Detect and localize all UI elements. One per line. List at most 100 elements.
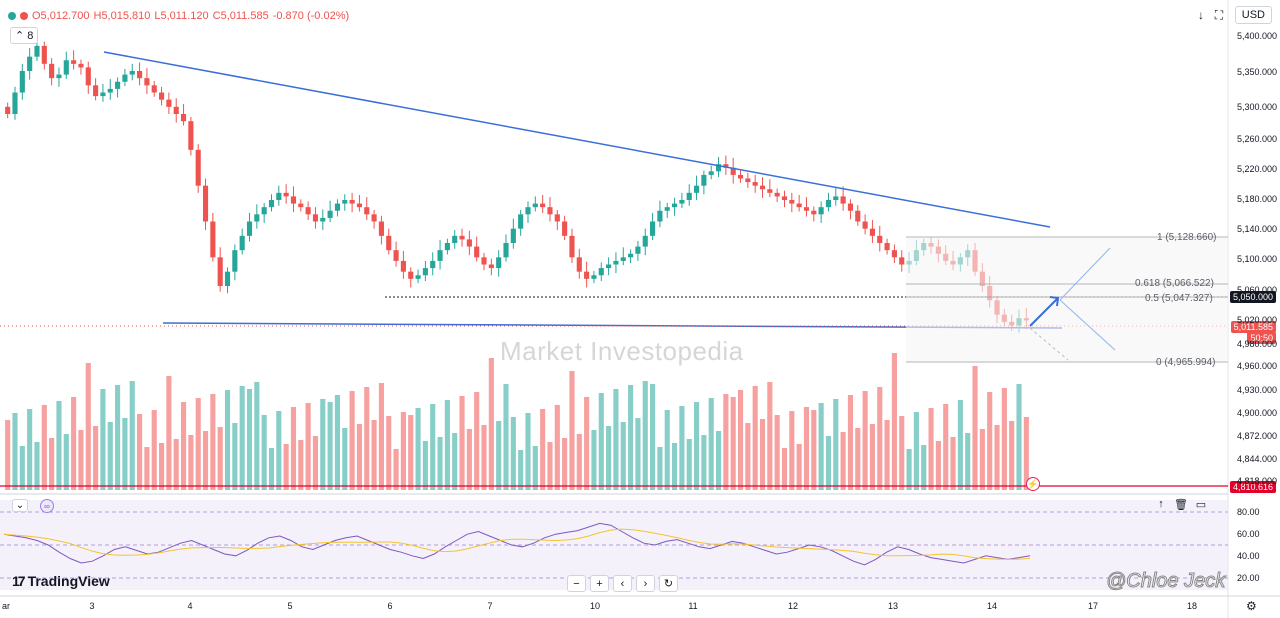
candle-body (19, 71, 25, 93)
volume-bar (767, 382, 773, 490)
candle-body (745, 178, 751, 183)
scroll-left-button[interactable]: ‹ (613, 575, 632, 592)
volume-bar (115, 385, 121, 490)
volume-bar (752, 386, 758, 490)
candle-body (107, 88, 113, 93)
volume-bar (12, 413, 18, 490)
rsi-settings-icon[interactable]: ∞ (40, 499, 54, 513)
volume-bar (935, 441, 941, 490)
price-tick-label: 5,060.000 (1237, 285, 1278, 295)
candle-body (488, 264, 494, 269)
candle-body (400, 260, 406, 272)
gear-icon[interactable]: ⚙ (1246, 599, 1257, 613)
candle-body (811, 210, 817, 215)
candle-body (356, 203, 363, 208)
candle-body (100, 92, 106, 97)
chevron-down-icon[interactable]: ⌄ (12, 499, 28, 512)
candle-body (737, 174, 744, 179)
price-tick-label: 4,818.000 (1237, 476, 1278, 486)
volume-bar (1016, 384, 1022, 490)
currency-selector[interactable]: USD (1234, 6, 1272, 24)
price-tick-label: 5,260.000 (1237, 134, 1278, 144)
volume-bar (547, 442, 553, 490)
candle-body (210, 221, 216, 258)
candle-body (503, 243, 509, 258)
candle-body (628, 253, 634, 258)
price-tick-label: 4,980.000 (1237, 339, 1278, 349)
volume-bar (620, 422, 626, 490)
volume-bar (1009, 421, 1015, 490)
zoom-in-button[interactable]: + (590, 575, 609, 592)
time-tick-label: 18 (1186, 601, 1198, 611)
indicators-toggle[interactable]: ⌃ 8 (10, 27, 39, 44)
time-tick-label: 6 (387, 601, 393, 611)
volume-bar (965, 433, 971, 490)
candle-body (254, 214, 260, 222)
volume-bar (759, 419, 766, 490)
volume-bar (642, 381, 648, 490)
candle-body (818, 207, 824, 215)
volume-bar (825, 436, 832, 490)
volume-bar (378, 383, 384, 490)
volume-bar (452, 433, 458, 490)
volume-bar (129, 381, 135, 490)
price-tick-label: 4,872.000 (1237, 431, 1278, 441)
volume-bar (459, 396, 465, 490)
price-tick-label: 5,220.000 (1237, 164, 1278, 174)
time-tick-label: 3 (89, 601, 95, 611)
volume-bar (606, 426, 612, 490)
volume-bar (518, 450, 524, 490)
author-credit: @Chloe Jeck (1105, 570, 1226, 593)
volume-bar (202, 431, 209, 490)
volume-bar (78, 430, 84, 490)
candle-body (246, 221, 253, 236)
fib-level-0618: 0.618 (5,066.522) (1135, 278, 1214, 289)
volume-bar (93, 426, 99, 490)
arrow-up-icon[interactable]: ↑ (1158, 498, 1164, 510)
volume-bar (628, 385, 634, 490)
time-tick-label: 11 (688, 601, 698, 611)
candle-body (701, 174, 707, 186)
volume-bar (803, 407, 810, 490)
price-tick-label: 4,900.000 (1237, 408, 1278, 418)
maximize-icon[interactable]: ▭ (1195, 499, 1207, 511)
fib-box (906, 237, 1228, 362)
candle-body (657, 210, 663, 222)
candle-body (283, 192, 289, 197)
candle-body (554, 214, 560, 222)
volume-bar (180, 402, 187, 490)
volume-bar (49, 438, 55, 490)
volume-bar (943, 404, 949, 490)
alert-bolt-icon[interactable]: ⚡ (1026, 477, 1040, 491)
reset-button[interactable]: ↻ (659, 575, 678, 592)
scroll-right-button[interactable]: › (636, 575, 655, 592)
volume-bar (796, 444, 802, 490)
volume-bar (144, 447, 150, 490)
trash-icon[interactable]: 🗑 (1174, 499, 1188, 511)
zoom-out-button[interactable]: − (567, 575, 586, 592)
candle-body (393, 250, 399, 261)
volume-bar (100, 389, 106, 490)
fullscreen-icon[interactable]: ⛶ (1214, 7, 1224, 22)
volume-bar (224, 390, 231, 490)
volume-bar (884, 420, 890, 490)
candle-body (334, 203, 341, 211)
download-icon[interactable]: ↓ (1198, 8, 1204, 22)
candle-body (290, 196, 297, 204)
candle-body (540, 203, 546, 208)
volume-bar (466, 429, 472, 490)
volume-bar (122, 418, 128, 490)
candle-body (481, 257, 487, 265)
candle-body (877, 235, 883, 243)
time-tick-label: 14 (986, 601, 998, 611)
volume-bar (239, 386, 245, 490)
volume-bar (869, 424, 876, 490)
candle-body (312, 214, 319, 222)
candle-body (85, 67, 91, 86)
candle-body (606, 264, 612, 269)
chevron-up-icon: ⌃ (15, 30, 25, 42)
candle-body (342, 200, 348, 204)
volume-bar (877, 387, 883, 490)
candle-body (137, 71, 143, 79)
